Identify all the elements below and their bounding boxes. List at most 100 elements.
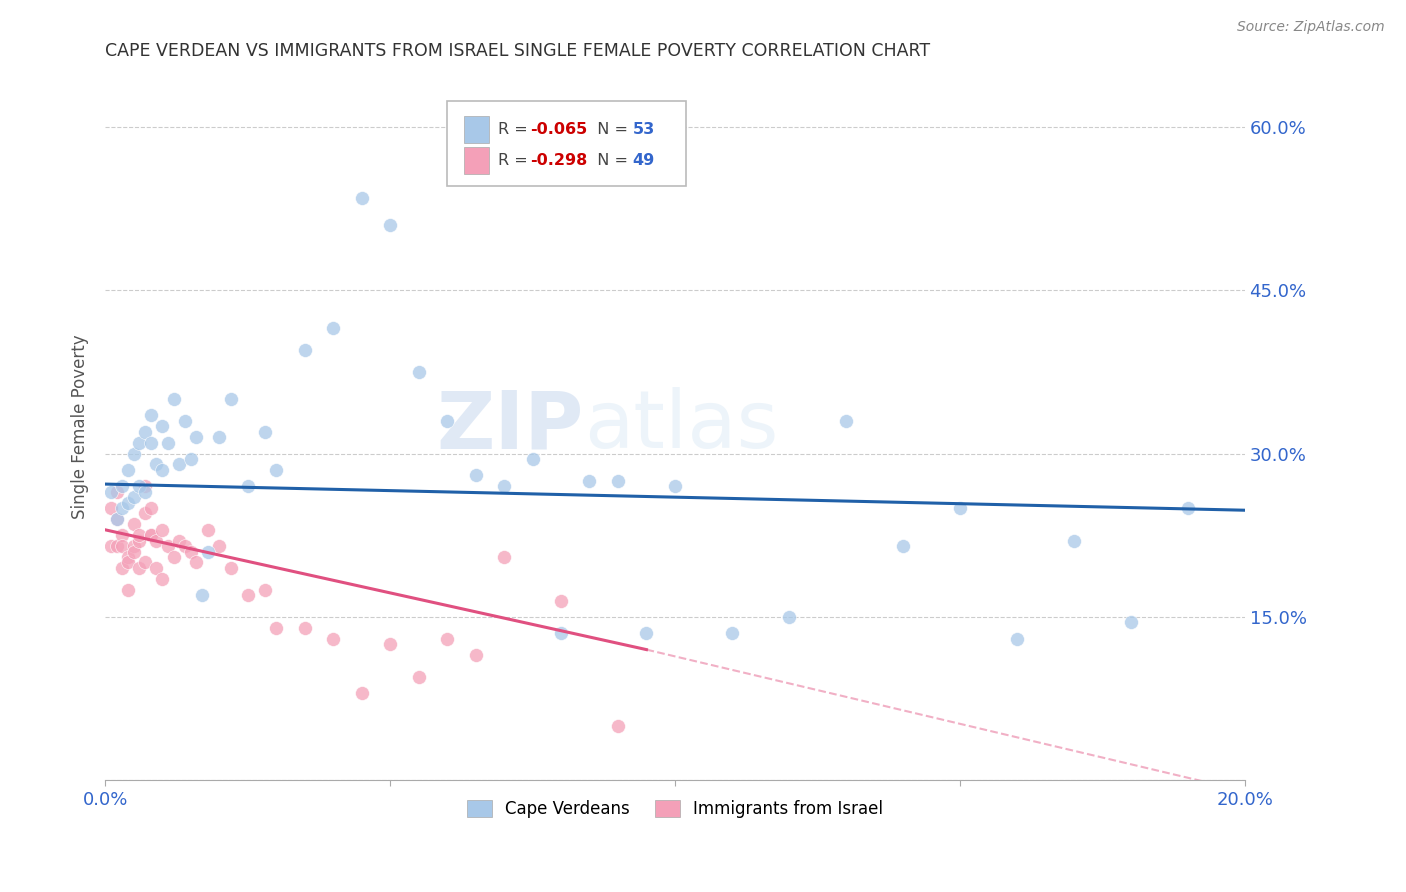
Point	[180, 452, 202, 467]
Text: -0.065: -0.065	[530, 121, 588, 136]
Point	[191, 588, 214, 602]
Point	[436, 632, 458, 646]
Point	[105, 512, 128, 526]
Point	[180, 544, 202, 558]
Text: 53: 53	[633, 121, 655, 136]
Point	[378, 637, 401, 651]
Point	[197, 523, 219, 537]
Point	[219, 561, 242, 575]
Point	[721, 626, 744, 640]
Point	[111, 528, 134, 542]
Text: N =: N =	[588, 121, 633, 136]
Point	[492, 479, 515, 493]
Point	[122, 447, 145, 461]
Point	[145, 561, 167, 575]
Point	[156, 435, 179, 450]
Point	[145, 458, 167, 472]
Point	[105, 539, 128, 553]
Point	[550, 593, 572, 607]
Point	[169, 458, 191, 472]
Point	[169, 533, 191, 548]
Point	[219, 392, 242, 406]
Point	[117, 495, 139, 509]
Point	[174, 539, 197, 553]
Point	[464, 648, 486, 662]
Point	[294, 621, 316, 635]
Text: R =: R =	[498, 121, 533, 136]
Point	[139, 528, 162, 542]
Point	[350, 686, 373, 700]
Point	[578, 474, 600, 488]
Point	[128, 528, 150, 542]
Point	[150, 572, 173, 586]
Point	[156, 539, 179, 553]
Text: Source: ZipAtlas.com: Source: ZipAtlas.com	[1237, 20, 1385, 34]
Point	[1005, 632, 1028, 646]
Point	[436, 414, 458, 428]
Point	[636, 626, 658, 640]
Point	[100, 484, 122, 499]
Point	[145, 533, 167, 548]
Point	[111, 501, 134, 516]
Point	[150, 463, 173, 477]
Point	[607, 719, 630, 733]
Point	[117, 463, 139, 477]
Point	[134, 507, 156, 521]
Point	[150, 523, 173, 537]
Point	[139, 409, 162, 423]
Text: 49: 49	[633, 153, 655, 169]
Point	[117, 556, 139, 570]
Point	[253, 582, 276, 597]
Point	[122, 517, 145, 532]
Point	[111, 561, 134, 575]
Point	[408, 670, 430, 684]
Point	[105, 512, 128, 526]
Point	[117, 582, 139, 597]
Point	[100, 539, 122, 553]
Point	[122, 490, 145, 504]
Point	[350, 191, 373, 205]
Point	[264, 621, 287, 635]
Point	[835, 414, 858, 428]
Y-axis label: Single Female Poverty: Single Female Poverty	[72, 334, 89, 518]
Point	[294, 343, 316, 358]
Point	[408, 365, 430, 379]
Point	[139, 435, 162, 450]
Point	[128, 561, 150, 575]
Point	[128, 479, 150, 493]
Point	[134, 556, 156, 570]
Legend: Cape Verdeans, Immigrants from Israel: Cape Verdeans, Immigrants from Israel	[460, 794, 890, 825]
Point	[322, 632, 344, 646]
Point	[236, 479, 259, 493]
Point	[134, 425, 156, 439]
Point	[134, 479, 156, 493]
Point	[378, 218, 401, 232]
Point	[1177, 501, 1199, 516]
Point	[607, 474, 630, 488]
Point	[162, 549, 184, 564]
Point	[174, 414, 197, 428]
Point	[111, 479, 134, 493]
Point	[111, 539, 134, 553]
Bar	[464, 116, 489, 143]
Point	[1119, 615, 1142, 630]
Point	[464, 468, 486, 483]
Point	[128, 533, 150, 548]
Bar	[464, 147, 489, 174]
Point	[122, 539, 145, 553]
Point	[139, 528, 162, 542]
Point	[150, 419, 173, 434]
Point	[550, 626, 572, 640]
Text: atlas: atlas	[583, 387, 778, 466]
Text: -0.298: -0.298	[530, 153, 588, 169]
Text: ZIP: ZIP	[436, 387, 583, 466]
FancyBboxPatch shape	[447, 101, 686, 186]
Point	[122, 544, 145, 558]
Point	[778, 610, 800, 624]
Point	[134, 484, 156, 499]
Point	[264, 463, 287, 477]
Point	[100, 501, 122, 516]
Point	[1063, 533, 1085, 548]
Point	[664, 479, 686, 493]
Point	[322, 321, 344, 335]
